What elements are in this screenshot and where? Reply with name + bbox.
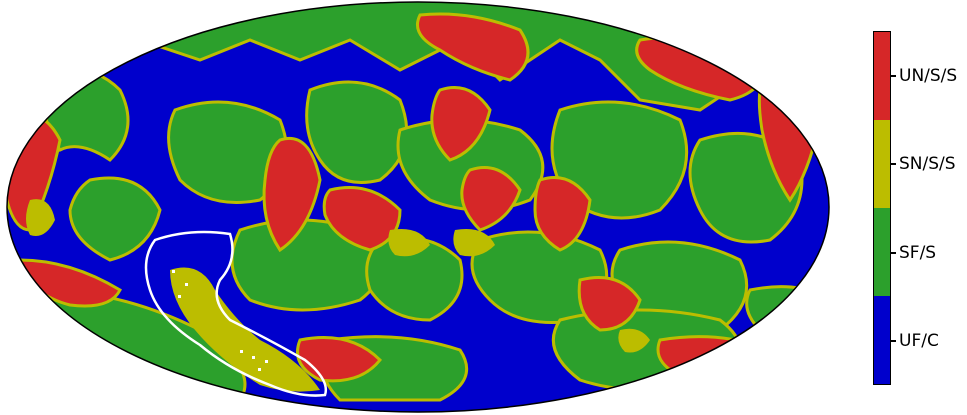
colorbar-segment-sf-s [874, 208, 890, 296]
legend-label-sf-s: SF/S [899, 243, 937, 263]
legend-label-sn-s-s: SN/S/S [899, 154, 956, 174]
colorbar-segment-sn-s-s [874, 120, 890, 208]
legend-label-un-s-s: UN/S/S [899, 66, 958, 86]
colorbar-tick [891, 75, 896, 77]
colorbar-segment-uf-c [874, 296, 890, 384]
highlight-region-markers [172, 270, 268, 371]
map-regions-sn-s-s [26, 199, 650, 392]
colorbar [873, 31, 891, 385]
colorbar-segment-un-s-s [874, 32, 890, 120]
colorbar-tick [891, 163, 896, 165]
highlight-region-outline [144, 230, 328, 397]
legend-label-uf-c: UF/C [899, 331, 939, 351]
colorbar-tick [891, 340, 896, 342]
map-regions-sf-s [36, 2, 829, 402]
map-outline [6, 1, 830, 413]
colorbar-tick [891, 252, 896, 254]
